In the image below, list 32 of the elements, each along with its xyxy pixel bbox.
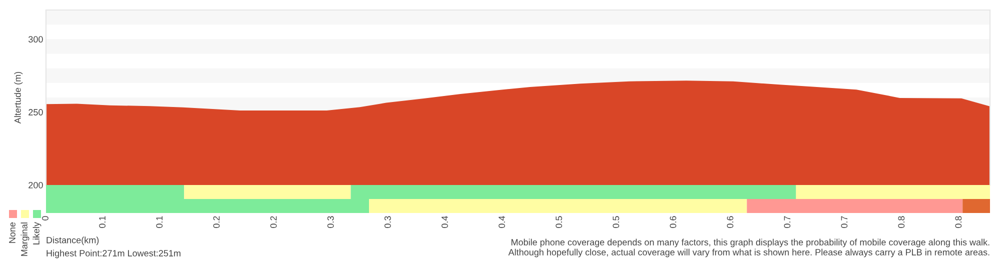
x-tick-label: 0.8 [955, 216, 962, 228]
text: Mobile phone coverage depends on many factors, this graph displays the probability of mobile coverage along this walk. [512, 238, 990, 248]
y-tick-label: 200 [28, 182, 43, 188]
x-tick-label: 0.5 [612, 216, 620, 228]
category-label: None [9, 222, 16, 243]
y-tick-label: 250 [28, 109, 43, 116]
x-tick-label: 0.6 [726, 216, 734, 228]
bar [962, 199, 990, 213]
x-tick-label: 0.5 [556, 216, 562, 228]
x-tick-label: 0.2 [213, 216, 220, 228]
text: Highest Point:271m Lowest:251m [46, 250, 180, 258]
text: Although hopefully close, actual coverage will vary from what is shown here. Please always carry a PLB in remote areas. [508, 248, 990, 258]
y-tick-label: 300 [28, 36, 43, 43]
x-axis-title: Distance(km) [46, 236, 99, 246]
category-label: Marginal [20, 222, 30, 256]
category-label: Likely [32, 222, 42, 244]
x-tick-label: 0.7 [841, 216, 848, 228]
bar [184, 185, 351, 199]
x-tick-label: 0.2 [270, 216, 277, 228]
x-tick-label: 0.3 [384, 216, 391, 228]
y-axis-title: Altertude (m) [14, 72, 23, 124]
x-tick-label: 0.3 [327, 216, 334, 228]
x-tick-label: 0 [42, 216, 48, 220]
x-tick-label: 0.4 [442, 216, 448, 228]
x-tick-label: 0.4 [498, 216, 506, 228]
x-tick-label: 0.7 [784, 216, 790, 228]
x-tick-label: 0.1 [99, 216, 106, 228]
x-tick-label: 0.1 [156, 216, 163, 228]
x-tick-label: 0.8 [898, 216, 905, 228]
x-tick-label: 0.6 [670, 216, 676, 228]
bar [746, 199, 963, 213]
bar [369, 199, 747, 213]
